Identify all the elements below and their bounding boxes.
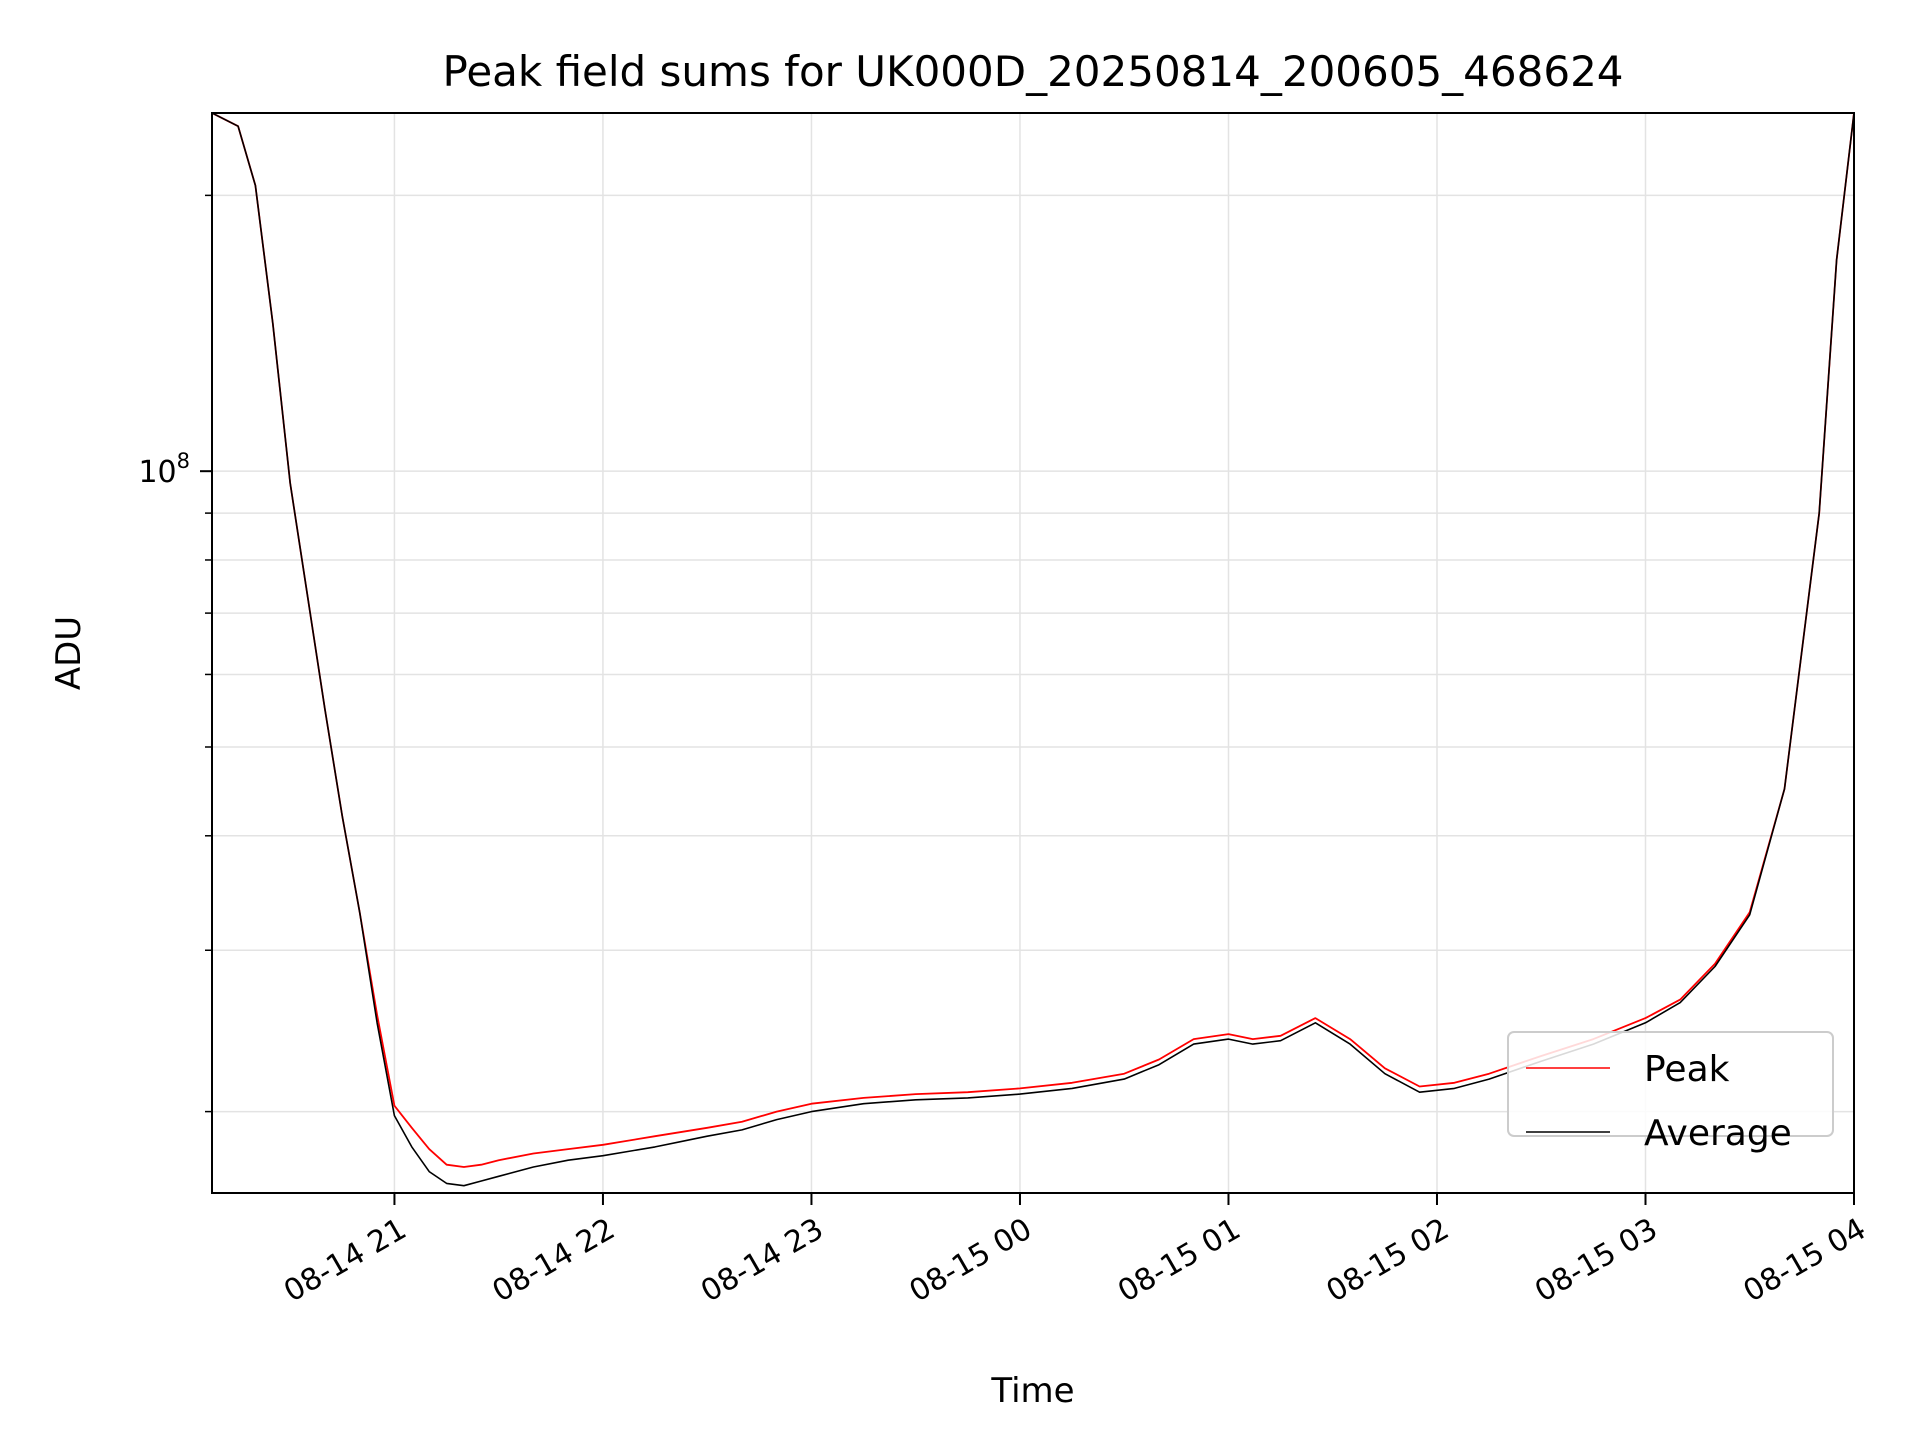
plot-area-frame bbox=[211, 112, 1855, 1194]
y-axis: 108 bbox=[138, 194, 212, 1113]
legend-box bbox=[1507, 1031, 1834, 1137]
y-tick-label: 108 bbox=[138, 449, 190, 490]
legend: Peak Average bbox=[1507, 1031, 1834, 1154]
y-axis-label: ADU bbox=[49, 616, 89, 690]
x-axis-label: Time bbox=[990, 1371, 1074, 1411]
legend-label-average: Average bbox=[1644, 1113, 1792, 1154]
legend-label-peak: Peak bbox=[1644, 1049, 1730, 1090]
chart-title: Peak field sums for UK000D_20250814_2006… bbox=[442, 47, 1623, 96]
